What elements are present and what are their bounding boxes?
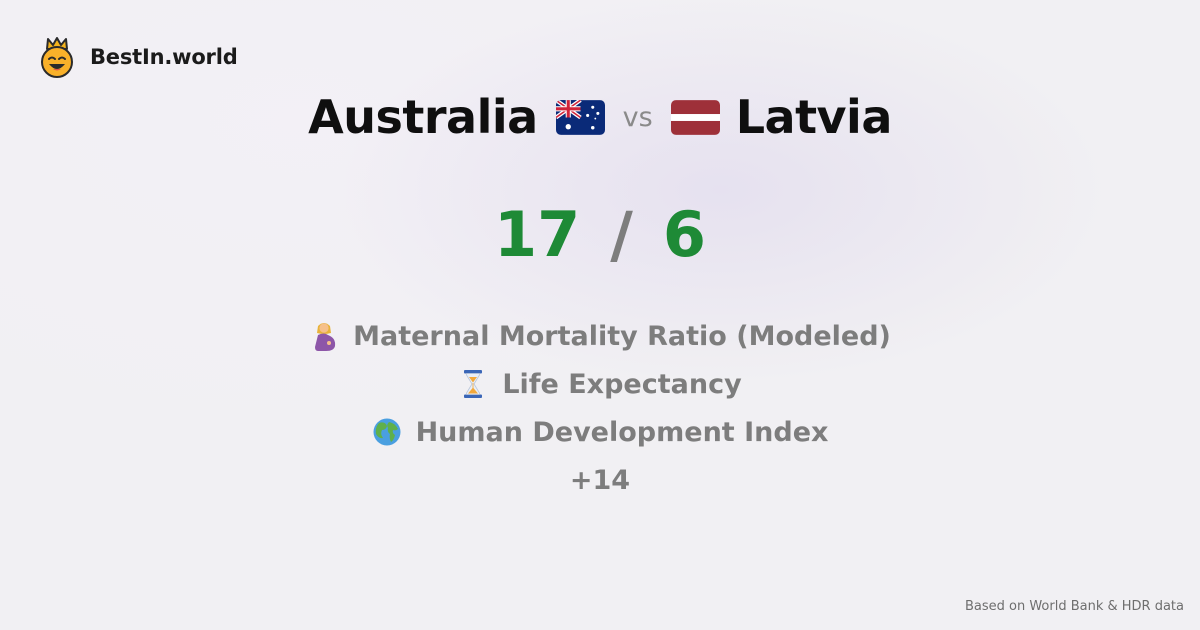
metric-label: Human Development Index	[415, 416, 829, 448]
hourglass-icon	[464, 370, 483, 398]
right-country-name: Latvia	[735, 90, 893, 144]
crown-smiley-icon	[41, 37, 73, 78]
vs-label: vs	[622, 101, 653, 133]
metric-label: Life Expectancy	[502, 368, 742, 400]
globe-icon	[373, 418, 401, 446]
metrics-list: Maternal Mortality Ratio (Modeled) Life …	[0, 312, 1200, 504]
pregnant-woman-icon	[315, 323, 336, 351]
left-country-name: Australia	[308, 90, 538, 144]
metric-item: Maternal Mortality Ratio (Modeled)	[0, 312, 1200, 360]
brand[interactable]: BestIn.world	[38, 36, 238, 78]
metric-item: Human Development Index	[0, 408, 1200, 456]
data-source-note: Based on World Bank & HDR data	[964, 599, 1184, 614]
left-score: 17	[493, 197, 581, 271]
more-metrics-count: +14	[569, 464, 631, 496]
metric-item: Life Expectancy	[0, 360, 1200, 408]
comparison-title: Australia vs Latvia	[0, 85, 1200, 149]
australia-flag-icon	[555, 99, 605, 135]
right-score: 6	[662, 197, 707, 271]
latvia-flag-icon	[670, 99, 720, 135]
score: 17 / 6	[0, 192, 1200, 276]
metric-label: Maternal Mortality Ratio (Modeled)	[353, 320, 891, 352]
score-separator: /	[610, 197, 633, 271]
brand-name: BestIn.world	[90, 45, 238, 69]
